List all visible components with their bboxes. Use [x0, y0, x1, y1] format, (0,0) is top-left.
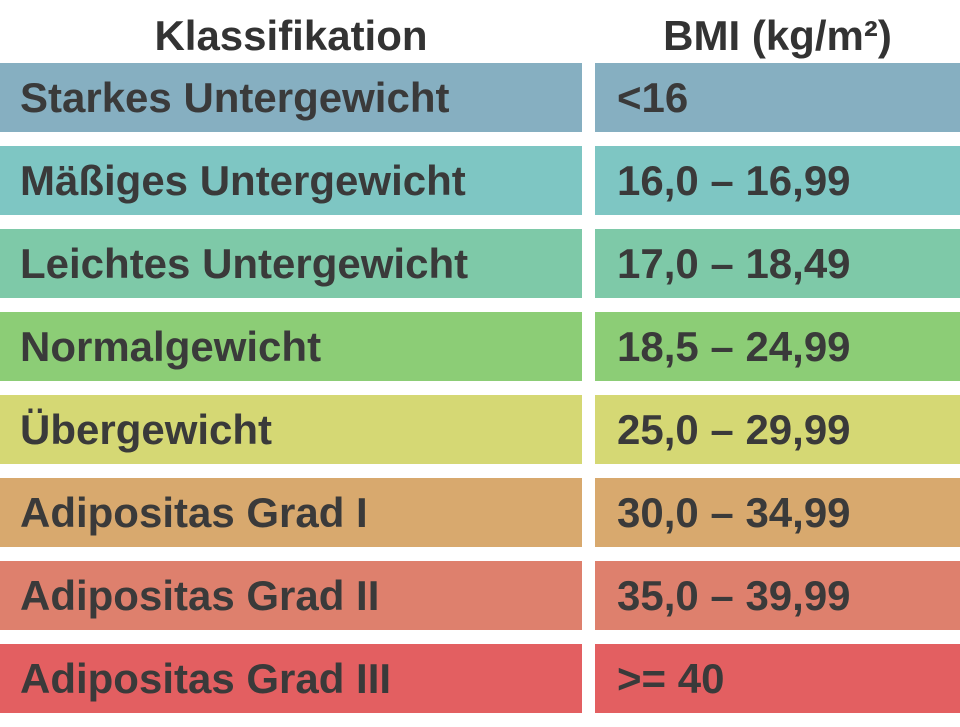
bmi-range-cell: 18,5 – 24,99 — [595, 312, 960, 381]
classification-cell: Adipositas Grad III — [0, 644, 582, 713]
table-row: Normalgewicht 18,5 – 24,99 — [0, 312, 960, 381]
classification-cell: Normalgewicht — [0, 312, 582, 381]
classification-cell: Adipositas Grad I — [0, 478, 582, 547]
table-row: Übergewicht 25,0 – 29,99 — [0, 395, 960, 464]
header-classification: Klassifikation — [154, 12, 428, 59]
bmi-table: Starkes Untergewicht <16 Mäßiges Unterge… — [0, 63, 960, 727]
bmi-range-cell: 30,0 – 34,99 — [595, 478, 960, 547]
bmi-range-cell: 16,0 – 16,99 — [595, 146, 960, 215]
bmi-range-cell: <16 — [595, 63, 960, 132]
table-row: Adipositas Grad III >= 40 — [0, 644, 960, 713]
bmi-range-cell: >= 40 — [595, 644, 960, 713]
classification-cell: Leichtes Untergewicht — [0, 229, 582, 298]
table-row: Adipositas Grad I 30,0 – 34,99 — [0, 478, 960, 547]
table-row: Leichtes Untergewicht 17,0 – 18,49 — [0, 229, 960, 298]
classification-cell: Mäßiges Untergewicht — [0, 146, 582, 215]
bmi-range-cell: 35,0 – 39,99 — [595, 561, 960, 630]
table-header: Klassifikation BMI (kg/m²) — [0, 0, 960, 62]
table-row: Mäßiges Untergewicht 16,0 – 16,99 — [0, 146, 960, 215]
header-bmi: BMI (kg/m²) — [663, 12, 892, 59]
bmi-range-cell: 17,0 – 18,49 — [595, 229, 960, 298]
classification-cell: Starkes Untergewicht — [0, 63, 582, 132]
classification-cell: Übergewicht — [0, 395, 582, 464]
bmi-range-cell: 25,0 – 29,99 — [595, 395, 960, 464]
classification-cell: Adipositas Grad II — [0, 561, 582, 630]
table-row: Adipositas Grad II 35,0 – 39,99 — [0, 561, 960, 630]
table-row: Starkes Untergewicht <16 — [0, 63, 960, 132]
